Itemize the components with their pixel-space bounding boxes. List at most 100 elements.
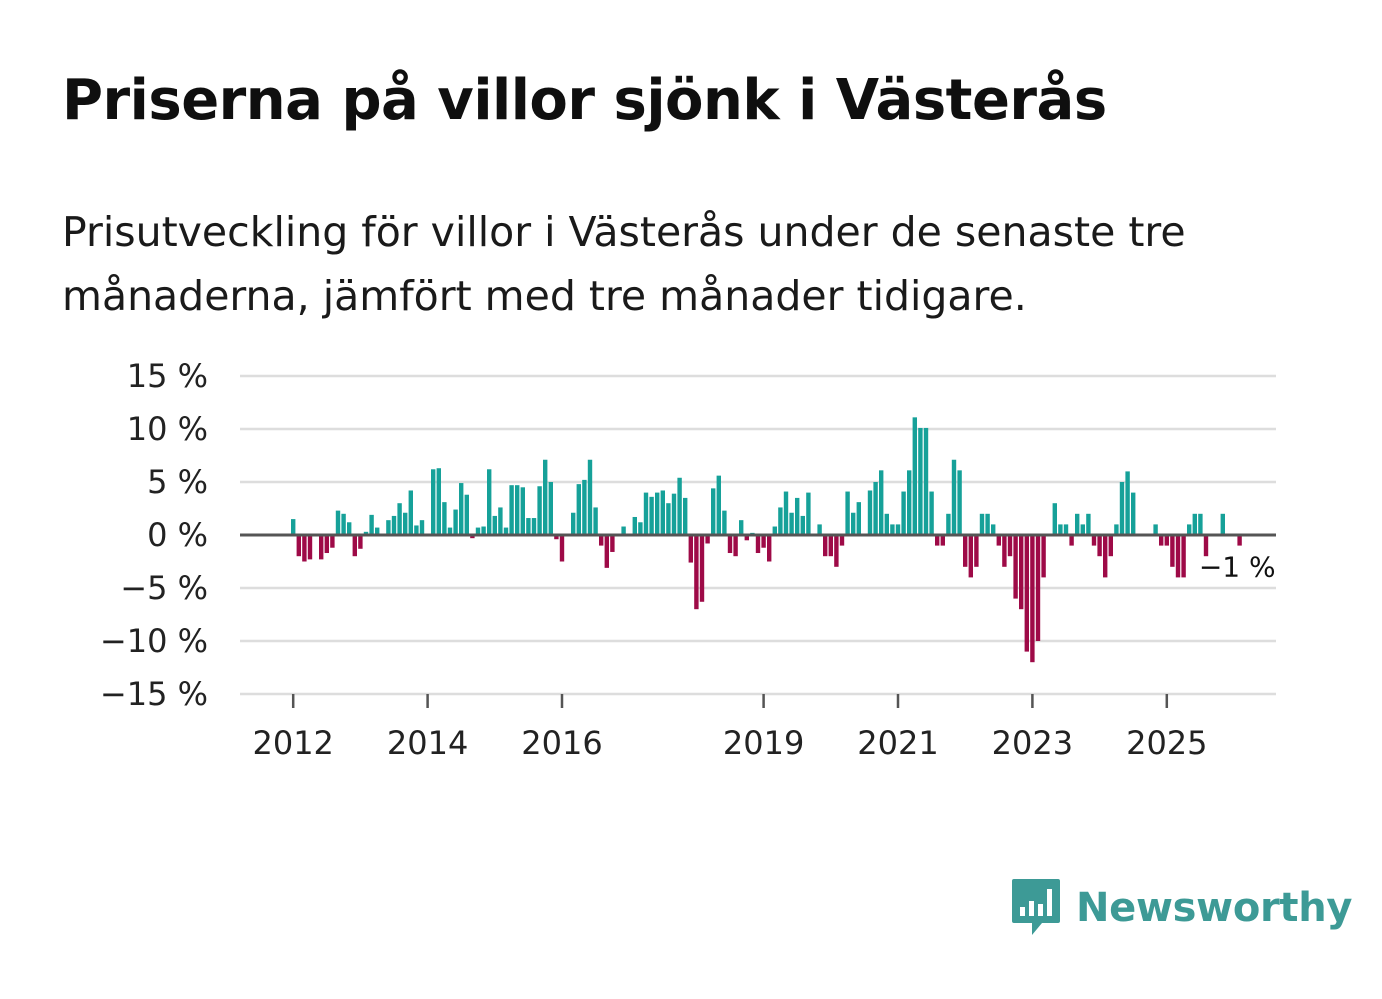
bar <box>1097 535 1102 557</box>
bar <box>856 502 861 535</box>
bar <box>694 535 699 610</box>
bar <box>828 535 833 557</box>
y-tick-label: −10 % <box>100 622 208 660</box>
newsworthy-logo[interactable]: Newsworthy <box>1010 876 1353 940</box>
bar <box>498 507 503 535</box>
bar <box>436 468 441 535</box>
bar <box>464 494 469 535</box>
bar <box>347 522 352 535</box>
bar <box>576 484 581 535</box>
bar <box>1086 513 1091 535</box>
bar <box>722 510 727 535</box>
bar <box>1024 535 1029 652</box>
bar <box>442 502 447 535</box>
bar <box>800 515 805 535</box>
x-tick-label: 2025 <box>1126 724 1207 762</box>
bar <box>1013 535 1018 599</box>
bar <box>520 487 525 535</box>
bar <box>677 477 682 535</box>
x-tick-label: 2023 <box>992 724 1073 762</box>
bar <box>621 526 626 535</box>
bar <box>610 535 615 552</box>
bar <box>319 535 324 560</box>
bar <box>890 524 895 535</box>
bar <box>895 524 901 535</box>
bar <box>716 475 721 535</box>
bar <box>1069 535 1074 546</box>
bar <box>1187 524 1192 535</box>
bar <box>711 488 716 535</box>
bar <box>1159 535 1164 546</box>
bar <box>296 535 301 557</box>
bar <box>1119 482 1125 535</box>
bar <box>1198 513 1203 535</box>
bar <box>559 535 565 562</box>
bar <box>571 512 576 535</box>
bar <box>470 535 475 539</box>
bar <box>783 491 789 535</box>
x-tick-label: 2019 <box>723 724 804 762</box>
bar <box>688 535 693 563</box>
bar <box>1170 535 1175 567</box>
bar <box>1237 535 1242 546</box>
bar <box>884 513 889 535</box>
bar <box>604 535 609 568</box>
bar <box>403 512 408 535</box>
chart-title: Priserna på villor sjönk i Västerås <box>62 68 1107 133</box>
bar <box>823 535 828 557</box>
bar <box>912 417 917 535</box>
bar <box>302 535 307 562</box>
bar <box>638 522 643 535</box>
bar <box>1203 535 1209 557</box>
bar <box>643 492 649 535</box>
bar <box>543 459 548 535</box>
bar <box>459 483 464 535</box>
bar <box>1164 535 1169 546</box>
x-tick-label: 2014 <box>387 724 468 762</box>
bar <box>487 469 492 535</box>
bar <box>733 535 738 557</box>
bar <box>705 535 710 544</box>
bar <box>408 490 413 535</box>
bar <box>1030 535 1035 663</box>
bar <box>1114 524 1119 535</box>
bar <box>683 497 688 535</box>
bar <box>1153 524 1158 535</box>
bar <box>991 524 996 535</box>
bar <box>795 497 800 535</box>
bar <box>907 470 912 535</box>
bar <box>363 531 369 535</box>
bar <box>845 491 850 535</box>
y-tick-label: 15 % <box>127 357 208 395</box>
bar <box>935 535 940 546</box>
bar <box>632 516 637 535</box>
bar <box>492 515 497 535</box>
brand-name: Newsworthy <box>1076 885 1353 931</box>
bar <box>335 510 341 535</box>
bar <box>979 513 985 535</box>
bar <box>1103 535 1108 578</box>
bar <box>839 535 845 546</box>
bar <box>968 535 973 578</box>
bar <box>1075 513 1080 535</box>
bar <box>951 459 957 535</box>
bar <box>918 427 923 535</box>
axes: 15 % 10 % 5 % 0 % −5 % −10 % −15 % 2012 2014 2016… <box>100 357 1279 762</box>
bar <box>946 513 951 535</box>
bar <box>587 459 593 535</box>
y-tick-label: 10 % <box>127 410 208 448</box>
bar <box>772 526 777 535</box>
bar <box>475 527 481 535</box>
bar <box>537 486 542 535</box>
bar <box>526 518 531 535</box>
bar <box>291 519 296 535</box>
bar <box>699 535 705 602</box>
bar <box>1041 535 1046 578</box>
x-tick-label: 2021 <box>857 724 938 762</box>
bar <box>1052 503 1057 535</box>
bar <box>481 526 486 535</box>
bar <box>1192 513 1197 535</box>
bar <box>1058 524 1063 535</box>
bar <box>431 469 436 535</box>
